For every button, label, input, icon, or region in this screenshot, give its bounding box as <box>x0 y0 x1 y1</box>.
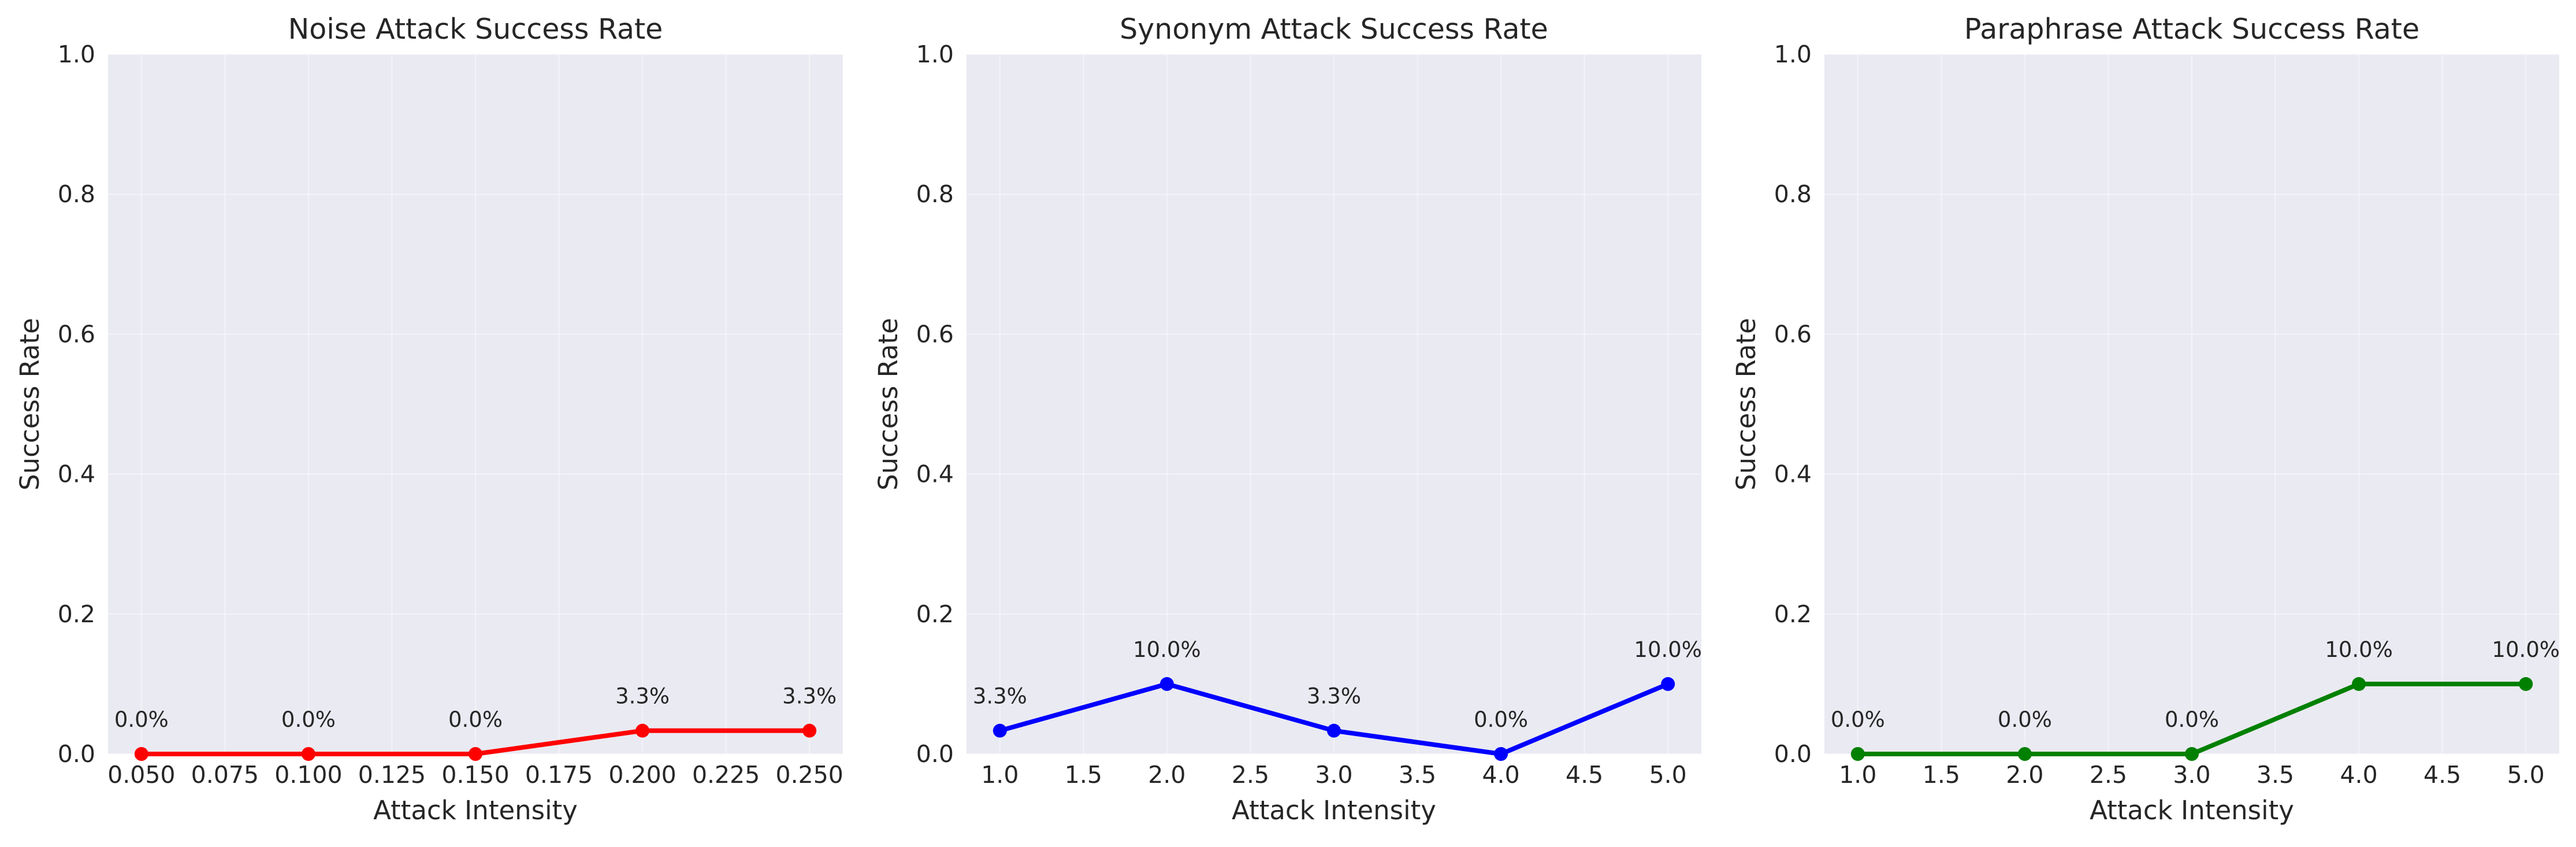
data-point <box>1494 747 1508 761</box>
chart-title: Paraphrase Attack Success Rate <box>1964 13 2419 46</box>
data-point <box>1327 723 1341 738</box>
y-tick-label: 0.2 <box>58 600 95 628</box>
x-tick-label: 3.0 <box>1315 761 1352 789</box>
x-tick-label: 0.075 <box>191 761 259 789</box>
x-tick-label: 2.0 <box>1148 761 1185 789</box>
x-tick-label: 3.5 <box>1399 761 1436 789</box>
y-tick-label: 0.0 <box>916 740 954 768</box>
x-axis-label: Attack Intensity <box>373 795 578 826</box>
x-tick-label: 4.0 <box>1482 761 1519 789</box>
data-point <box>635 723 650 738</box>
plot-background <box>1824 54 2559 754</box>
data-point <box>1850 747 1865 761</box>
y-axis-label: Success Rate <box>14 318 45 491</box>
data-label: 0.0% <box>281 707 336 732</box>
y-tick-label: 0.6 <box>58 320 95 348</box>
x-tick-label: 2.5 <box>1232 761 1269 789</box>
y-tick-label: 0.2 <box>1774 600 1812 628</box>
x-tick-label: 0.050 <box>107 761 175 789</box>
x-tick-label: 0.100 <box>274 761 342 789</box>
data-point <box>1661 677 1675 691</box>
data-label: 0.0% <box>114 707 169 732</box>
data-label: 10.0% <box>2492 637 2560 662</box>
y-tick-label: 0.4 <box>916 460 954 488</box>
x-tick-label: 0.250 <box>775 761 843 789</box>
data-point <box>2519 677 2533 691</box>
data-point <box>469 747 482 761</box>
data-label: 3.3% <box>1307 684 1361 709</box>
y-tick-label: 1.0 <box>1774 40 1812 68</box>
data-label: 3.3% <box>782 684 837 709</box>
data-label: 0.0% <box>1831 707 1885 732</box>
y-tick-label: 0.4 <box>58 460 95 488</box>
data-point <box>993 723 1007 738</box>
x-tick-label: 1.5 <box>1065 761 1102 789</box>
data-point <box>134 747 148 761</box>
x-tick-label: 0.125 <box>358 761 426 789</box>
y-tick-label: 0.6 <box>916 320 954 348</box>
data-label: 10.0% <box>1634 637 1702 662</box>
chart-title: Synonym Attack Success Rate <box>1120 13 1548 46</box>
data-label: 0.0% <box>2165 707 2219 732</box>
x-tick-label: 4.5 <box>1566 761 1603 789</box>
x-tick-label: 3.5 <box>2257 761 2294 789</box>
data-label: 10.0% <box>1133 637 1201 662</box>
chart-panel-1: 0.050 0.075 0.100 0.125 0.150 0.175 0.200 0.225… <box>14 13 843 826</box>
y-tick-label: 0.8 <box>58 180 95 208</box>
x-axis-label: Attack Intensity <box>1232 795 1436 826</box>
x-tick-label: 0.225 <box>692 761 760 789</box>
x-tick-label: 4.0 <box>2340 761 2377 789</box>
data-label: 0.0% <box>448 707 503 732</box>
x-tick-label: 4.5 <box>2423 761 2461 789</box>
y-axis-label: Success Rate <box>873 318 904 491</box>
data-label: 3.3% <box>615 684 670 709</box>
y-axis-label: Success Rate <box>1731 318 1761 491</box>
x-tick-label: 1.0 <box>1839 761 1876 789</box>
x-tick-label: 1.5 <box>1923 761 1960 789</box>
y-tick-label: 0.8 <box>916 180 954 208</box>
y-tick-label: 0.8 <box>1774 180 1812 208</box>
y-tick-label: 0.4 <box>1774 460 1812 488</box>
x-tick-label: 5.0 <box>1649 761 1687 789</box>
x-tick-label: 2.5 <box>2090 761 2127 789</box>
plot-background <box>967 54 1701 754</box>
data-label: 0.0% <box>1998 707 2052 732</box>
data-point <box>2352 677 2366 691</box>
data-point <box>802 723 817 738</box>
data-label: 0.0% <box>1474 707 1528 732</box>
x-tick-label: 0.150 <box>441 761 509 789</box>
x-tick-label: 3.0 <box>2173 761 2210 789</box>
chart-panel-2: 1.0 1.5 2.0 2.5 3.0 3.5 4.0 4.5 5.0 0.0 0.2 0.4 0.6 0… <box>873 13 1702 826</box>
y-tick-label: 0.6 <box>1774 320 1812 348</box>
x-tick-label: 1.0 <box>981 761 1018 789</box>
chart-panel-3: 1.0 1.5 2.0 2.5 3.0 3.5 4.0 4.5 5.0 0.0 0.2 0.4 0.6 0… <box>1731 13 2560 826</box>
x-axis-label: Attack Intensity <box>2090 795 2294 826</box>
y-tick-label: 0.2 <box>916 600 954 628</box>
plot-background <box>108 54 843 754</box>
x-tick-label: 2.0 <box>2006 761 2043 789</box>
chart-title: Noise Attack Success Rate <box>288 13 663 46</box>
data-point <box>301 747 315 761</box>
y-tick-label: 0.0 <box>58 740 95 768</box>
y-tick-label: 1.0 <box>916 40 954 68</box>
data-label: 10.0% <box>2325 637 2393 662</box>
x-tick-label: 0.175 <box>525 761 593 789</box>
data-point <box>2017 747 2032 761</box>
x-tick-label: 5.0 <box>2507 761 2545 789</box>
y-tick-label: 0.0 <box>1774 740 1812 768</box>
data-point <box>2185 747 2199 761</box>
data-label: 3.3% <box>973 684 1027 709</box>
y-tick-label: 1.0 <box>58 40 95 68</box>
x-tick-label: 0.200 <box>608 761 676 789</box>
data-point <box>1159 677 1174 691</box>
